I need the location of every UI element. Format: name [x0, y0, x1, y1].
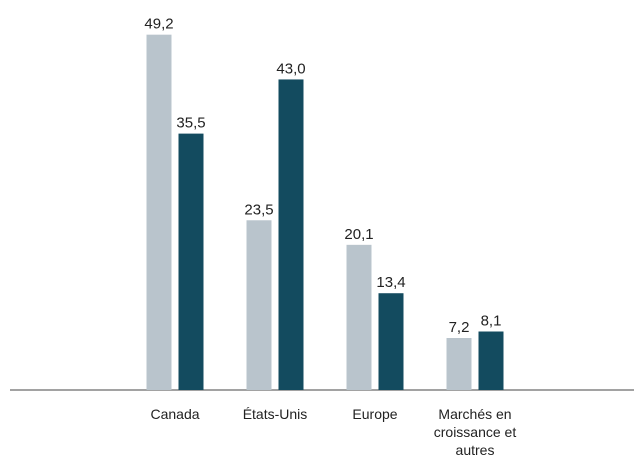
x-tick-label: États-Unis: [242, 406, 308, 422]
bar: [446, 338, 472, 390]
bar: [378, 293, 404, 390]
bar: [346, 244, 372, 390]
value-label: 7,2: [449, 319, 470, 336]
value-label: 8,1: [481, 313, 502, 330]
value-label: 13,4: [376, 274, 405, 291]
value-label: 35,5: [176, 115, 205, 132]
value-label: 23,5: [244, 201, 273, 218]
x-tick-label: Marchés en croissance et autres: [433, 406, 517, 458]
bar: [178, 133, 204, 390]
value-label: 49,2: [144, 16, 173, 33]
bar: [478, 331, 504, 390]
x-tick-label: Canada: [150, 406, 200, 422]
bar: [146, 34, 172, 391]
value-label: 20,1: [344, 226, 373, 243]
bar: [246, 220, 272, 390]
value-label: 43,0: [276, 60, 305, 77]
bar: [278, 79, 304, 390]
x-tick-label: Europe: [352, 406, 398, 422]
